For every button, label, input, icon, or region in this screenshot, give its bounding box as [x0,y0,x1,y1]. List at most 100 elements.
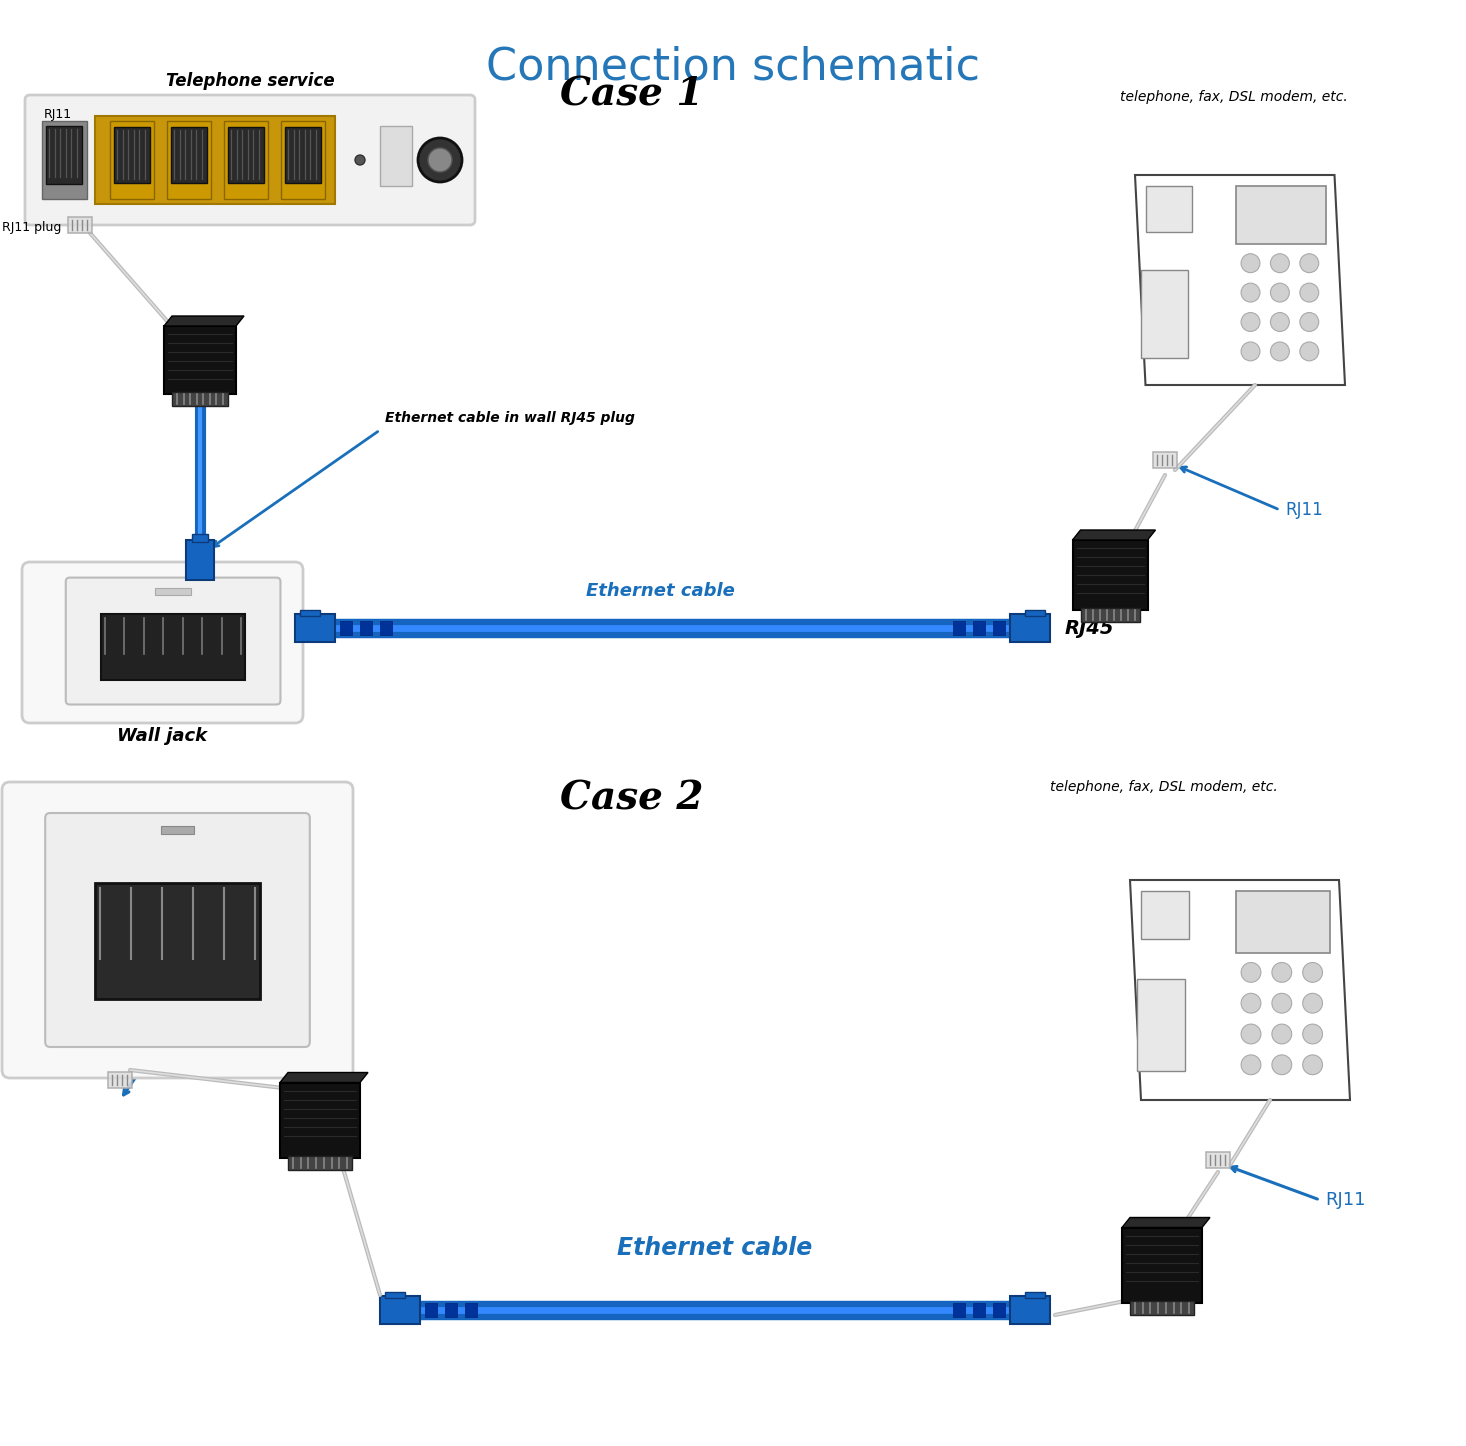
Text: telephone, fax, DSL modem, etc.: telephone, fax, DSL modem, etc. [1120,90,1347,104]
Bar [1073,539,1148,610]
Bar [161,826,194,834]
FancyBboxPatch shape [25,95,475,226]
Circle shape [1300,312,1319,331]
Circle shape [428,147,452,172]
Polygon shape [1121,1218,1209,1228]
Bar [1136,979,1185,1071]
Circle shape [1242,341,1259,362]
Bar [1025,1291,1045,1299]
Bar [284,127,321,184]
Circle shape [1242,1024,1261,1044]
Bar [110,121,154,200]
Bar [1236,185,1327,244]
Circle shape [1242,283,1259,302]
Bar [361,620,372,635]
Bar [186,539,214,580]
Bar [973,620,985,635]
Bar [1130,1300,1193,1314]
Bar [229,127,264,184]
Circle shape [1242,963,1261,982]
Bar [301,610,320,616]
Bar [172,127,207,184]
Bar [45,126,82,184]
Polygon shape [280,1073,368,1083]
Circle shape [1242,253,1259,273]
Circle shape [418,137,462,182]
Bar [164,325,236,393]
Bar [172,392,229,406]
Bar [992,620,1006,635]
Text: Connection schematic: Connection schematic [487,45,979,88]
Text: RJ11 plug: RJ11 plug [1,221,62,234]
Text: RJ11: RJ11 [44,108,72,121]
Text: RJ11: RJ11 [1325,1192,1365,1209]
Bar [101,615,245,680]
Text: RJ11: RJ11 [21,1017,60,1034]
Bar [167,121,211,200]
Text: Ethernet cable: Ethernet cable [585,581,734,600]
Bar [43,121,86,200]
Bar [1142,269,1187,357]
Bar [1207,1152,1230,1168]
Bar [224,121,268,200]
Circle shape [1271,283,1290,302]
Text: Wall jack: Wall jack [117,727,208,745]
Bar [380,126,412,187]
Bar [192,534,208,542]
Circle shape [1272,993,1292,1014]
Bar [1145,185,1192,231]
Bar [287,1155,352,1170]
Circle shape [1271,253,1290,273]
Bar [953,620,965,635]
FancyBboxPatch shape [45,813,309,1047]
Bar [465,1303,476,1317]
Circle shape [1271,341,1290,362]
Bar [425,1303,437,1317]
Bar [340,620,352,635]
Bar [155,587,191,594]
Circle shape [1272,1024,1292,1044]
Text: RJ11: RJ11 [1286,500,1322,519]
Text: Ethernet cable: Ethernet cable [617,1236,812,1259]
FancyBboxPatch shape [22,562,303,723]
Circle shape [1242,312,1259,331]
Bar [1236,891,1330,953]
Bar [1080,607,1139,622]
Bar [953,1303,965,1317]
Bar [281,121,325,200]
FancyBboxPatch shape [66,577,280,704]
Polygon shape [164,317,243,325]
Text: Case 2: Case 2 [560,779,704,818]
Circle shape [1300,253,1319,273]
Circle shape [1303,1024,1322,1044]
Circle shape [1272,1056,1292,1074]
Circle shape [1242,993,1261,1014]
Bar [108,1071,132,1087]
Polygon shape [295,615,336,642]
Bar [446,1303,457,1317]
FancyBboxPatch shape [1,782,353,1079]
Bar [1121,1228,1202,1303]
Bar [973,1303,985,1317]
Bar [1141,891,1189,940]
Polygon shape [1135,175,1344,385]
Text: Ethernet cable in wall RJ45 plug: Ethernet cable in wall RJ45 plug [386,411,635,425]
Circle shape [1303,963,1322,982]
Circle shape [1271,312,1290,331]
Bar [1025,610,1045,616]
Text: telephone, fax, DSL modem, etc.: telephone, fax, DSL modem, etc. [1050,779,1278,794]
Polygon shape [1073,531,1155,539]
Text: RJ11 jack: RJ11 jack [138,813,217,827]
Polygon shape [380,1296,419,1325]
Circle shape [355,155,365,165]
Bar [1152,453,1177,469]
Polygon shape [1010,1296,1050,1325]
Circle shape [1303,1056,1322,1074]
Bar [95,116,336,204]
Text: Case 1: Case 1 [560,75,704,113]
Bar [992,1303,1006,1317]
Bar [380,620,391,635]
Text: Telephone service: Telephone service [166,72,334,90]
Circle shape [1272,963,1292,982]
Circle shape [1242,1056,1261,1074]
